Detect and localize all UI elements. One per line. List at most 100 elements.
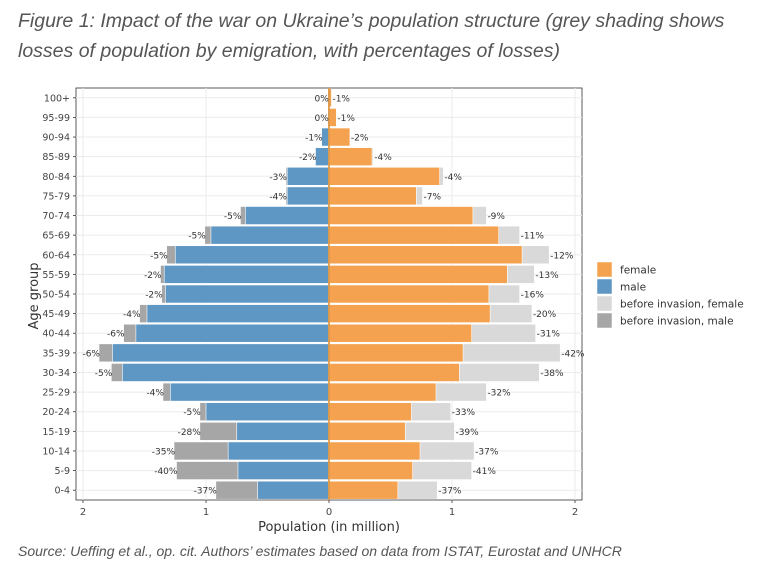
female-loss-label: -2% bbox=[351, 134, 369, 144]
male-loss-label: -37% bbox=[194, 487, 218, 497]
y-tick-label: 55-59 bbox=[42, 270, 70, 281]
x-tick-label: 2 bbox=[80, 507, 86, 518]
y-tick-label: 80-84 bbox=[42, 172, 70, 183]
bar-female bbox=[328, 186, 417, 206]
bar-male bbox=[165, 284, 330, 304]
y-tick-label: 90-94 bbox=[42, 133, 70, 144]
x-tick-label: 1 bbox=[203, 507, 209, 518]
bar-female bbox=[328, 363, 460, 382]
bar-male bbox=[236, 422, 330, 441]
female-loss-label: -20% bbox=[533, 310, 557, 320]
female-loss-label: -42% bbox=[561, 349, 585, 359]
female-loss-label: -12% bbox=[550, 251, 574, 261]
bar-male bbox=[321, 127, 330, 147]
female-loss-label: -4% bbox=[444, 173, 462, 183]
legend-swatch bbox=[596, 312, 613, 329]
bar-female bbox=[328, 480, 399, 500]
bar-female bbox=[328, 108, 337, 127]
bar-female bbox=[328, 343, 464, 363]
female-loss-label: -37% bbox=[475, 447, 499, 457]
bar-male bbox=[163, 265, 330, 284]
legend-label: before invasion, female bbox=[620, 299, 744, 311]
bar-male bbox=[257, 480, 330, 500]
y-tick-label: 35-39 bbox=[42, 348, 70, 359]
bar-male bbox=[135, 323, 330, 343]
male-loss-label: -4% bbox=[269, 192, 287, 202]
source-note: Source: Ueffing et al., op. cit. Authors… bbox=[18, 543, 622, 559]
bars-layer bbox=[98, 88, 561, 500]
y-tick-label: 0-4 bbox=[54, 486, 70, 497]
x-tick-label: 0 bbox=[326, 507, 332, 518]
bar-male bbox=[170, 382, 330, 402]
bar-female bbox=[328, 206, 474, 225]
bar-male bbox=[210, 225, 330, 245]
bar-male bbox=[286, 186, 330, 206]
male-loss-label: -5% bbox=[150, 251, 168, 261]
female-loss-label: -39% bbox=[455, 428, 479, 438]
male-loss-label: -6% bbox=[107, 330, 125, 340]
y-tick-label: 40-44 bbox=[42, 329, 70, 340]
bar-female bbox=[328, 265, 508, 284]
x-tick-label: 1 bbox=[449, 507, 455, 518]
bar-male bbox=[146, 304, 330, 323]
y-tick-label: 20-24 bbox=[42, 407, 70, 418]
y-tick-label: 50-54 bbox=[42, 290, 70, 301]
y-tick-label: 25-29 bbox=[42, 388, 70, 399]
y-tick-label: 15-19 bbox=[42, 427, 70, 438]
male-loss-label: -6% bbox=[82, 349, 100, 359]
bar-male bbox=[227, 441, 330, 461]
bar-male bbox=[122, 363, 330, 382]
legend: female male before invasion, female before … bbox=[596, 261, 744, 329]
y-tick-label: 75-79 bbox=[42, 191, 70, 202]
legend-swatch bbox=[596, 295, 613, 312]
y-tick-label: 100+ bbox=[44, 93, 70, 104]
male-loss-label: 0% bbox=[314, 94, 329, 104]
y-tick-label: 10-14 bbox=[42, 446, 70, 457]
y-tick-label: 60-64 bbox=[42, 250, 70, 261]
male-loss-label: -5% bbox=[224, 212, 242, 222]
female-loss-label: -33% bbox=[452, 408, 476, 418]
y-axis-title: Age group bbox=[27, 262, 42, 329]
male-loss-label: 0% bbox=[314, 114, 329, 124]
bar-female bbox=[328, 323, 472, 343]
female-loss-label: -38% bbox=[540, 369, 564, 379]
female-loss-label: -37% bbox=[438, 487, 462, 497]
bar-female bbox=[328, 127, 351, 147]
male-loss-label: -28% bbox=[178, 428, 202, 438]
bar-female bbox=[328, 147, 373, 166]
bar-male bbox=[286, 166, 330, 186]
y-tick-label: 5-9 bbox=[54, 466, 70, 477]
bar-male bbox=[245, 206, 330, 225]
bar-female bbox=[328, 402, 412, 422]
bar-female bbox=[328, 225, 500, 245]
male-loss-label: -2% bbox=[145, 291, 163, 301]
legend-swatch bbox=[596, 261, 613, 278]
bar-female bbox=[328, 461, 413, 480]
female-loss-label: -16% bbox=[521, 291, 545, 301]
bar-female bbox=[328, 382, 437, 402]
y-tick-label: 95-99 bbox=[42, 113, 70, 124]
female-loss-label: -11% bbox=[521, 232, 545, 242]
bar-female bbox=[328, 166, 440, 186]
x-tick-label: 2 bbox=[572, 507, 578, 518]
bar-male bbox=[112, 343, 330, 363]
bar-female bbox=[328, 422, 406, 441]
bar-female bbox=[328, 284, 490, 304]
bar-female bbox=[328, 304, 491, 323]
figure-caption: Figure 1: Impact of the war on Ukraine’s… bbox=[18, 10, 725, 62]
female-loss-label: -41% bbox=[473, 467, 497, 477]
bar-female bbox=[328, 441, 421, 461]
bar-female bbox=[328, 245, 523, 265]
legend-label: male bbox=[620, 282, 646, 294]
male-loss-label: -35% bbox=[152, 447, 176, 457]
female-loss-label: -9% bbox=[487, 212, 505, 222]
male-loss-label: -5% bbox=[183, 408, 201, 418]
male-loss-label: -5% bbox=[188, 232, 206, 242]
bar-male bbox=[205, 402, 330, 422]
loss-labels-layer: -37% -37% -40% -41% -35% -37% -28% -39% -5% -33% -… bbox=[82, 94, 584, 496]
male-loss-label: -4% bbox=[146, 389, 164, 399]
male-loss-label: -40% bbox=[154, 467, 178, 477]
female-loss-label: -31% bbox=[537, 330, 561, 340]
male-loss-label: -2% bbox=[299, 153, 317, 163]
